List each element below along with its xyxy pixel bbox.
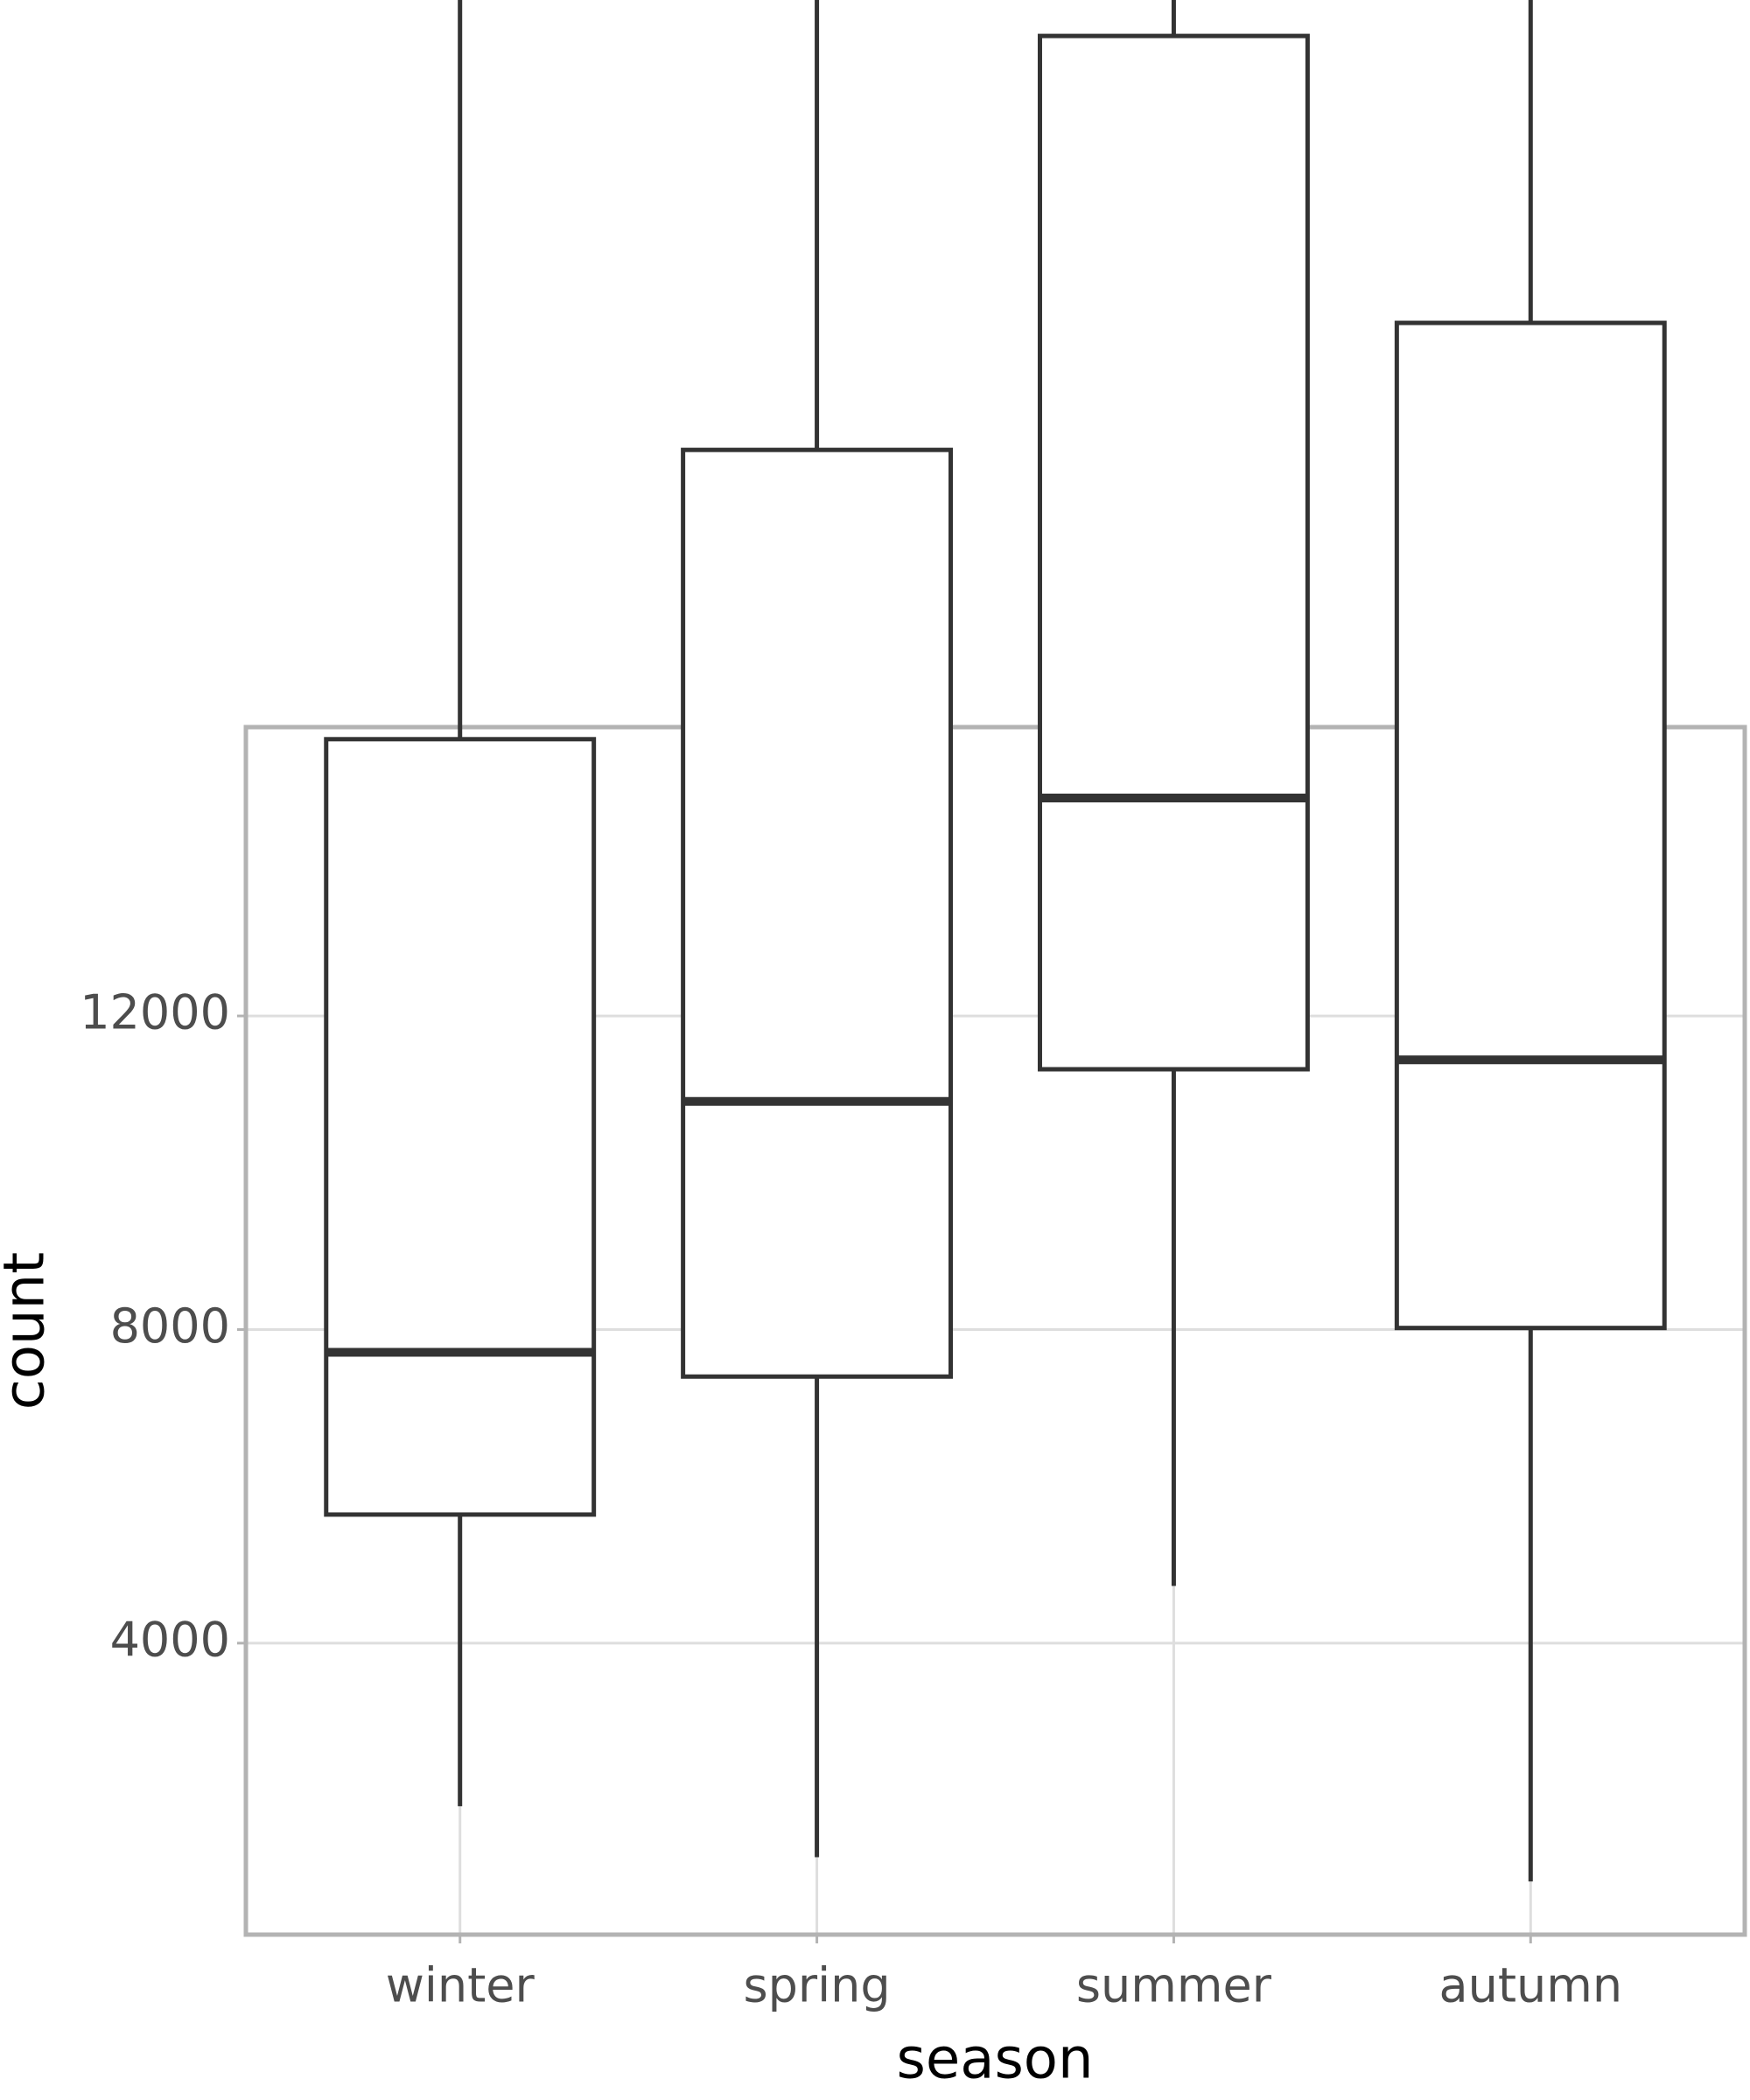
y-tick-label: 4000 [110,1613,230,1668]
y-tick-label: 12000 [80,985,230,1040]
box [681,447,954,1379]
box [1394,320,1667,1331]
y-axis-title: count [0,1252,58,1410]
x-tick-label: spring [744,1958,891,2013]
x-tick-label: summer [1076,1958,1272,2013]
x-tick-label: autumn [1439,1958,1623,2013]
panel-border [243,724,1747,1937]
y-tick-label: 8000 [110,1298,230,1354]
x-tick-label: winter [386,1958,536,2013]
box [1037,33,1310,1072]
box [324,737,597,1517]
x-axis-title: season [897,2027,1094,2092]
